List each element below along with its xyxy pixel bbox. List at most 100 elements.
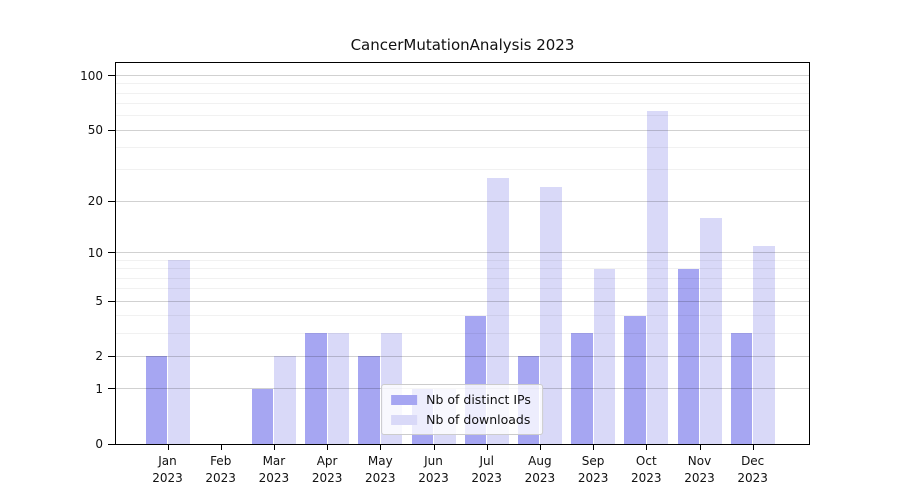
gridline-minor — [116, 147, 809, 149]
bar-downloads — [274, 356, 296, 444]
bar-distinct-ips — [677, 268, 699, 444]
legend-label-downloads: Nb of downloads — [426, 412, 531, 427]
y-tick-mark — [108, 200, 115, 202]
y-tick-mark — [108, 129, 115, 131]
x-tick-month: Nov — [687, 454, 712, 468]
x-axis-tick-label: Nov 2023 — [670, 453, 730, 487]
x-tick-month: Mar — [262, 454, 286, 468]
bar-distinct-ips — [571, 333, 593, 444]
x-tick-year: 2023 — [258, 471, 290, 485]
chart-title: CancerMutationAnalysis 2023 — [350, 36, 575, 54]
y-axis-tick-label: 100 — [80, 68, 103, 83]
x-axis-tick-label: Mar 2023 — [244, 453, 304, 487]
gridline-minor — [116, 332, 809, 334]
bar-distinct-ips — [145, 356, 167, 444]
gridline-major — [116, 252, 809, 254]
x-axis-tick-label: Feb 2023 — [191, 453, 251, 487]
bar-distinct-ips — [358, 356, 380, 444]
x-tick-year: 2023 — [418, 471, 449, 485]
x-tick-mark — [167, 445, 169, 450]
x-tick-mark — [593, 445, 595, 450]
y-tick-mark — [108, 355, 115, 357]
x-tick-year: 2023 — [631, 471, 662, 485]
bar-distinct-ips — [624, 315, 646, 444]
bar-downloads — [646, 110, 669, 444]
y-axis-tick-label: 0 — [95, 437, 103, 451]
legend-entry-distinct-ips: Nb of distinct IPs — [391, 392, 531, 407]
y-axis-tick-label: 1 — [95, 381, 103, 396]
x-tick-mark — [752, 445, 754, 450]
bar-distinct-ips — [730, 333, 753, 444]
y-tick-mark — [108, 252, 115, 254]
y-tick-mark — [108, 300, 115, 302]
x-tick-mark — [220, 445, 222, 450]
gridline-major — [116, 300, 809, 302]
gridline-minor — [116, 268, 809, 270]
bar-downloads — [327, 333, 350, 444]
bar-distinct-ips — [305, 333, 327, 444]
gridline-major — [116, 75, 809, 77]
legend-swatch-distinct-ips — [391, 394, 418, 405]
y-axis-tick-label: 20 — [87, 194, 103, 208]
gridline-minor — [116, 259, 809, 261]
y-tick-mark — [108, 388, 115, 390]
x-tick-mark — [380, 445, 382, 450]
y-tick-mark — [108, 75, 115, 77]
bar-downloads — [487, 178, 509, 444]
y-axis-tick-label: 2 — [95, 349, 103, 364]
x-tick-year: 2023 — [365, 471, 396, 485]
x-tick-year: 2023 — [684, 471, 715, 485]
legend-label-distinct-ips: Nb of distinct IPs — [426, 392, 531, 407]
x-axis-tick-label: Oct 2023 — [616, 453, 676, 487]
x-tick-year: 2023 — [152, 471, 183, 485]
gridline-minor — [116, 277, 809, 279]
x-tick-month: Aug — [528, 454, 552, 468]
gridline-major — [116, 200, 809, 202]
x-tick-month: Oct — [635, 454, 657, 468]
x-axis-tick-label: Sep 2023 — [563, 453, 623, 487]
x-tick-year: 2023 — [737, 471, 768, 485]
x-tick-month: Sep — [581, 454, 605, 468]
x-tick-month: Jan — [158, 454, 177, 468]
x-tick-mark — [486, 445, 488, 450]
bar-downloads — [540, 187, 562, 444]
x-axis-tick-label: Jul 2023 — [457, 453, 517, 487]
bar-downloads — [593, 268, 616, 444]
x-axis-tick-label: Jun 2023 — [404, 453, 464, 487]
x-tick-mark — [433, 445, 435, 450]
gridline-minor — [116, 169, 809, 171]
x-tick-mark — [539, 445, 541, 450]
gridline-minor — [116, 288, 809, 290]
x-axis-tick-label: May 2023 — [350, 453, 410, 487]
gridline-minor — [116, 103, 809, 105]
x-tick-month: Apr — [316, 454, 338, 468]
x-axis-tick-label: Apr 2023 — [297, 453, 357, 487]
x-tick-year: 2023 — [577, 471, 609, 485]
bar-downloads — [168, 260, 190, 444]
x-tick-month: May — [367, 454, 393, 468]
legend-swatch-downloads — [391, 414, 418, 425]
x-axis-tick-label: Aug 2023 — [510, 453, 570, 487]
x-tick-mark — [273, 445, 275, 450]
x-tick-year: 2023 — [524, 471, 556, 485]
x-tick-month: Jun — [424, 454, 443, 468]
bar-downloads — [753, 245, 775, 444]
gridline-major — [116, 355, 809, 357]
legend-entry-downloads: Nb of downloads — [391, 412, 531, 427]
x-tick-mark — [646, 445, 648, 450]
x-tick-year: 2023 — [471, 471, 502, 485]
y-axis-tick-label: 50 — [87, 123, 103, 138]
x-axis-tick-label: Dec 2023 — [723, 453, 783, 487]
x-tick-mark — [699, 445, 701, 450]
gridline-minor — [116, 92, 809, 94]
x-tick-month: Jul — [479, 454, 494, 468]
x-tick-month: Feb — [210, 454, 232, 468]
gridline-minor — [116, 83, 809, 85]
gridline-minor — [116, 315, 809, 316]
x-tick-mark — [327, 445, 329, 450]
y-axis-tick-label: 10 — [87, 245, 103, 260]
gridline-minor — [116, 115, 809, 117]
x-tick-year: 2023 — [205, 471, 236, 485]
bar-downloads — [700, 217, 722, 444]
bar-distinct-ips — [251, 388, 274, 444]
